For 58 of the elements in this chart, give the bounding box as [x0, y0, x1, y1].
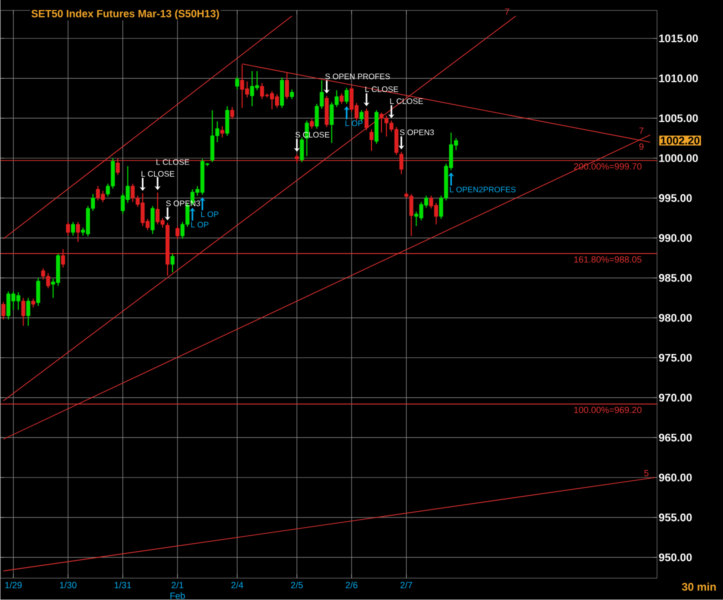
y-tick-label: 965.00 — [658, 434, 692, 442]
candlestick — [300, 136, 304, 163]
candlestick — [76, 222, 80, 243]
y-tick-label: 950.00 — [658, 554, 692, 562]
candlestick — [370, 128, 374, 152]
y-tick-label: 1000.00 — [659, 154, 698, 162]
candlestick — [21, 297, 26, 326]
ref-line-label: 161.80%=988.05 — [574, 256, 642, 263]
candlestick — [290, 89, 294, 100]
y-tick-label: 1010.00 — [659, 74, 698, 82]
x-tick-label: 2/1 — [172, 582, 184, 588]
candlestick — [116, 158, 120, 176]
series-label: 7 — [505, 8, 510, 15]
y-tick-label: 955.00 — [658, 514, 692, 522]
candlestick — [61, 248, 66, 268]
candlestick — [340, 93, 344, 104]
y-tick-label: 1005.00 — [659, 114, 698, 122]
ref-line-label: 100.00%=969.20 — [574, 406, 642, 414]
y-tick-label: 970.00 — [658, 394, 692, 402]
y-tick-label: 980.00 — [658, 314, 692, 322]
candlestick — [66, 222, 70, 236]
y-tick-label: 960.00 — [658, 474, 692, 482]
candlestick — [150, 206, 155, 235]
x-tick-label: 2/6 — [346, 582, 358, 588]
y-tick-label: 995.00 — [658, 194, 692, 202]
x-tick-label: 1/29 — [5, 582, 22, 588]
x-tick-label: 2/5 — [291, 582, 303, 588]
candlestick — [310, 118, 314, 130]
candlestick — [364, 108, 369, 131]
candlestick — [225, 106, 230, 136]
series-label: 9 — [639, 143, 644, 150]
candlestick — [230, 106, 234, 120]
candlestick — [1, 301, 6, 320]
candlestick — [235, 76, 240, 90]
y-tick-label: 990.00 — [658, 234, 692, 242]
candlestick — [360, 110, 364, 122]
candlestick — [220, 126, 224, 138]
series-label: 5 — [644, 470, 648, 476]
candlestick — [71, 222, 76, 236]
series-label: 7 — [639, 128, 644, 134]
candlestick — [26, 297, 30, 326]
x-tick-label: 1/30 — [60, 582, 76, 588]
x-tick-label: 1/31 — [114, 582, 132, 588]
candlestick — [399, 151, 404, 175]
candlestick — [36, 277, 40, 306]
y-tick-label: 975.00 — [658, 354, 692, 362]
text: Feb — [170, 592, 185, 599]
text: 1002.20 — [660, 136, 700, 145]
text: 30 min — [682, 582, 716, 591]
y-tick-label: 1015.00 — [659, 34, 698, 42]
candlestick — [284, 72, 289, 100]
candlestick — [170, 253, 175, 273]
x-tick-label: 2/4 — [231, 582, 244, 588]
chart-title: SET50 Index Futures Mar-13 (S50H13) — [31, 10, 219, 20]
candlestick — [344, 87, 349, 104]
x-tick-label: 2/7 — [400, 582, 412, 588]
y-tick-label: 985.00 — [658, 274, 692, 282]
candlestick — [176, 226, 180, 240]
